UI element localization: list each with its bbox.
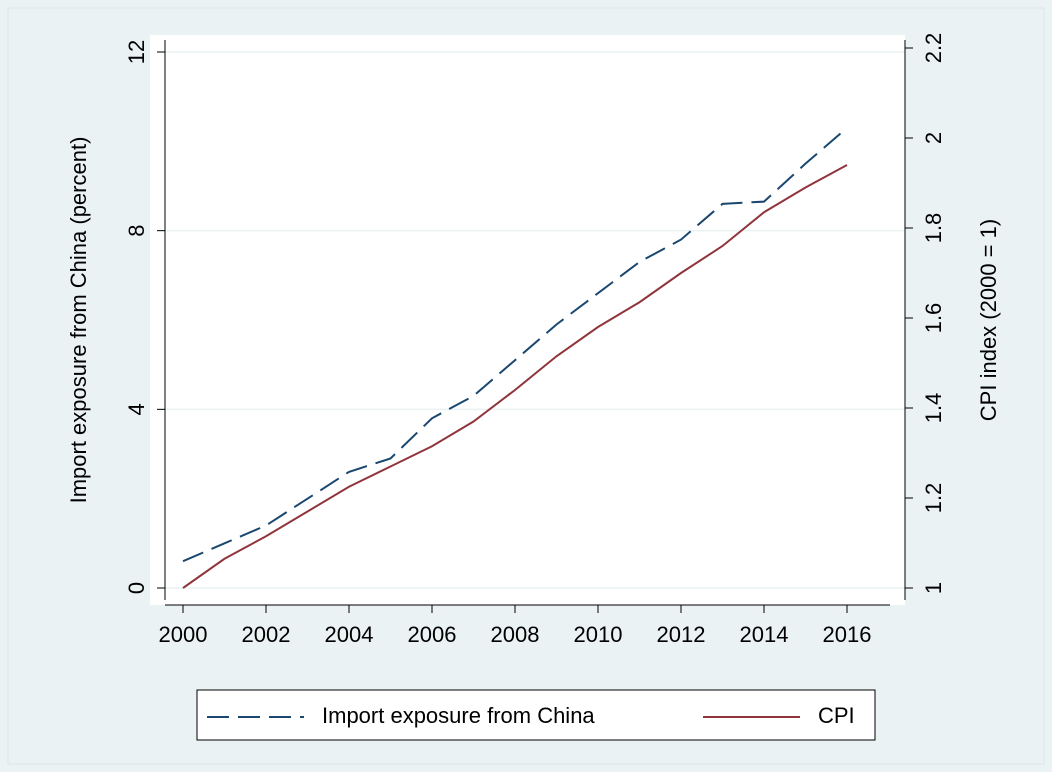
plot bbox=[182, 127, 848, 589]
y-tick-label: 0 bbox=[124, 582, 149, 594]
y2-tick-label: 1.4 bbox=[921, 393, 946, 424]
x-tick-label: 2010 bbox=[574, 622, 623, 647]
x-tick-label: 2000 bbox=[159, 622, 208, 647]
y2-tick-label: 1.6 bbox=[921, 303, 946, 334]
plot-area bbox=[150, 35, 905, 605]
series-line bbox=[182, 127, 848, 563]
legend-label: Import exposure from China bbox=[322, 703, 595, 728]
y2-tick-label: 1.2 bbox=[921, 483, 946, 514]
x-tick-label: 2012 bbox=[657, 622, 706, 647]
y-tick-label: 8 bbox=[124, 225, 149, 237]
y-tick-label: 12 bbox=[124, 40, 149, 64]
x-tick-label: 2008 bbox=[491, 622, 540, 647]
grid bbox=[165, 51, 905, 589]
series-line bbox=[182, 164, 848, 589]
y-axis-label: Import exposure from China (percent) bbox=[66, 137, 91, 504]
x-tick-label: 2002 bbox=[242, 622, 291, 647]
x-tick-label: 2016 bbox=[823, 622, 872, 647]
y2-tick-label: 2 bbox=[921, 132, 946, 144]
y2-tick-label: 1 bbox=[921, 582, 946, 594]
legend bbox=[196, 689, 876, 741]
x-tick-label: 2004 bbox=[325, 622, 374, 647]
legend-label: CPI bbox=[818, 703, 855, 728]
x-tick-label: 2014 bbox=[740, 622, 789, 647]
y-tick-label: 4 bbox=[124, 403, 149, 415]
y2-tick-label: 2.2 bbox=[921, 33, 946, 64]
y2-axis-label: CPI index (2000 = 1) bbox=[976, 219, 1001, 421]
y2-tick-label: 1.8 bbox=[921, 213, 946, 244]
x-tick-label: 2006 bbox=[408, 622, 457, 647]
